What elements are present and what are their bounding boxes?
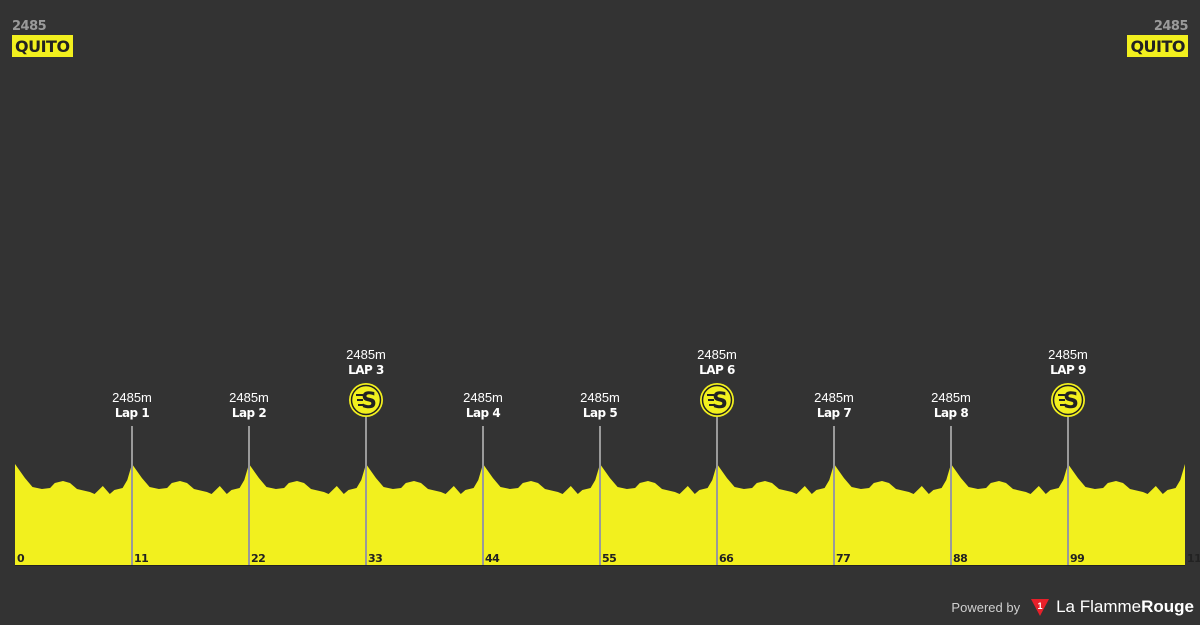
x-tick-label: 77 [836, 552, 850, 565]
sprint-icon-glyph: S [712, 389, 728, 414]
la-flamme-rouge-logo-icon: 1 [1031, 599, 1050, 616]
start-name: QUITO [12, 35, 73, 57]
lap-marker-altitude: 2485m [463, 390, 503, 405]
lap-marker-label: Lap 5 [583, 406, 618, 420]
x-tick-label: 44 [485, 552, 500, 565]
lap-marker-altitude: 2485m [1048, 347, 1088, 362]
lap-marker-altitude: 2485m [112, 390, 152, 405]
sprint-icon-ring [1052, 384, 1084, 416]
x-tick-label: 66 [719, 552, 734, 565]
finish-label: 2485 QUITO [1127, 20, 1188, 57]
lap-marker-altitude: 2485m [697, 347, 737, 362]
svg-text:1: 1 [1038, 601, 1043, 611]
lap-marker-label: Lap 4 [466, 406, 501, 420]
sprint-icon-ring [350, 384, 382, 416]
lap-marker-label: LAP 3 [348, 363, 384, 377]
powered-by-text: Powered by [951, 599, 1021, 615]
lap-marker-label: LAP 9 [1050, 363, 1086, 377]
sprint-icon [349, 383, 383, 417]
finish-name: QUITO [1127, 35, 1188, 57]
x-tick-label: 11 [134, 552, 148, 565]
lap-marker-altitude: 2485m [580, 390, 620, 405]
x-tick-label: 110 [1187, 552, 1200, 565]
sprint-icon-glyph: S [1063, 389, 1079, 414]
lap-marker-altitude: 2485m [229, 390, 269, 405]
x-tick-label: 22 [251, 552, 265, 565]
footer: Powered by 1 La FlammeRouge [951, 597, 1194, 617]
x-tick-label: 99 [1070, 552, 1084, 565]
lap-marker-altitude: 2485m [814, 390, 854, 405]
sprint-icon [1051, 383, 1085, 417]
x-tick-label: 55 [602, 552, 616, 565]
lap-marker-label: Lap 7 [817, 406, 852, 420]
lap-marker-label: Lap 1 [115, 406, 150, 420]
start-altitude: 2485 [12, 19, 47, 34]
start-label: 2485 QUITO [12, 20, 73, 57]
x-tick-label: 33 [368, 552, 382, 565]
lap-marker-altitude: 2485m [346, 347, 386, 362]
sprint-icon-ring [701, 384, 733, 416]
lap-marker-label: Lap 2 [232, 406, 267, 420]
lap-marker-label: Lap 8 [934, 406, 969, 420]
brand-name: La FlammeRouge [1056, 597, 1194, 616]
sprint-icon [700, 383, 734, 417]
lap-marker-label: LAP 6 [699, 363, 735, 377]
x-tick-label: 0 [17, 552, 25, 565]
lap-marker-altitude: 2485m [931, 390, 971, 405]
finish-altitude: 2485 [1153, 19, 1189, 34]
x-tick-label: 88 [953, 552, 967, 565]
sprint-icon-glyph: S [361, 389, 377, 414]
